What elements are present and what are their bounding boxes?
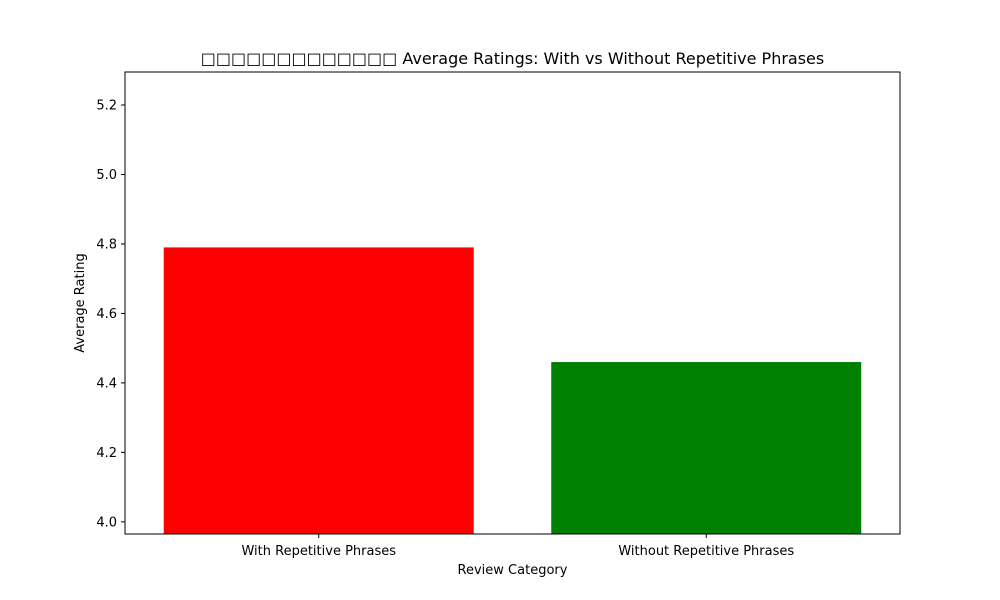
x-axis-label: Review Category [458, 563, 568, 578]
x-axis: With Repetitive Phrases Without Repetitiv… [241, 534, 794, 559]
y-tick-label: 4.0 [96, 515, 117, 530]
y-tick-label: 4.4 [96, 376, 117, 391]
y-tick-label: 5.0 [96, 168, 117, 183]
chart-title: □□□□□□□□□□□□□ Average Ratings: With vs W… [201, 49, 824, 68]
bars-layer [163, 247, 862, 534]
y-tick-label: 4.2 [96, 446, 117, 461]
plot-area-frame [124, 71, 901, 535]
y-axis: 4.0 4.2 4.4 4.6 4.8 5.0 5.2 [96, 99, 125, 530]
bar-with-repetitive-phrases [163, 247, 474, 534]
y-tick-label: 4.6 [96, 307, 117, 322]
y-tick-label: 4.8 [96, 237, 117, 252]
x-tick-label: With Repetitive Phrases [241, 544, 396, 559]
y-tick-label: 5.2 [96, 99, 117, 114]
x-tick-label: Without Repetitive Phrases [618, 544, 794, 559]
y-axis-label: Average Rating [73, 253, 88, 352]
bar-without-repetitive-phrases [551, 362, 862, 534]
